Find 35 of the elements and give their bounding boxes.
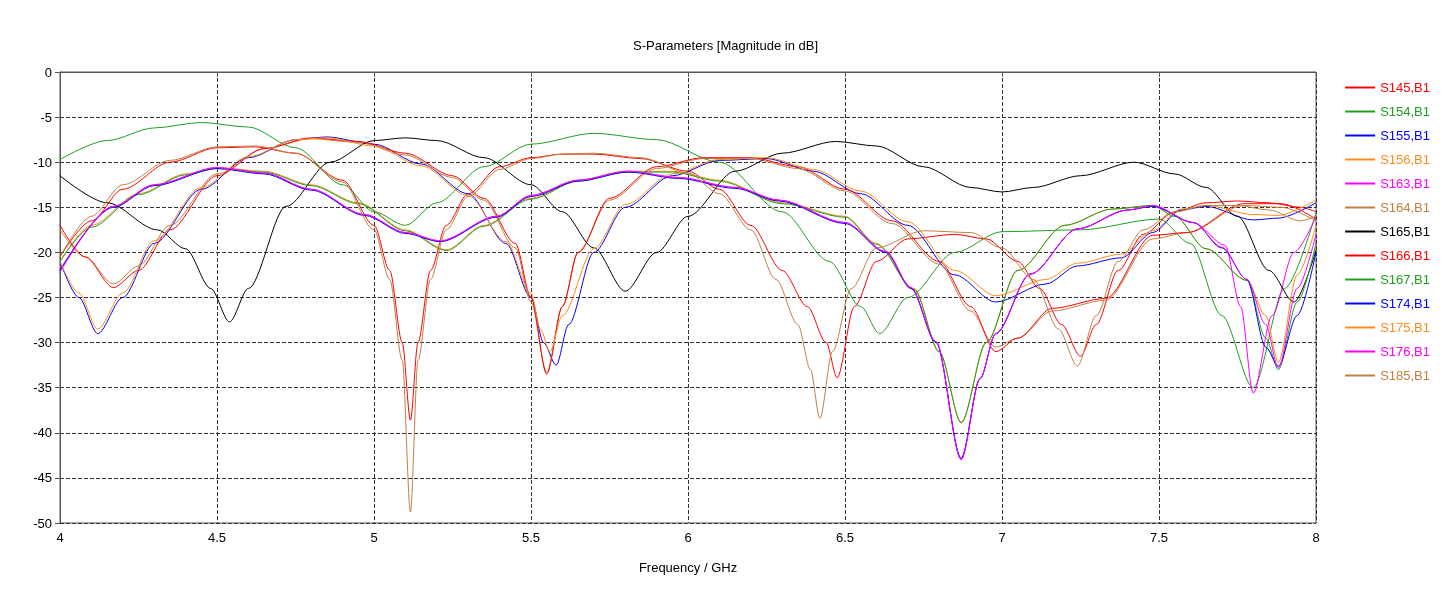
legend-label: S174,B1 — [1380, 296, 1430, 311]
legend-label: S167,B1 — [1380, 272, 1430, 287]
y-tick-label: -10 — [33, 154, 52, 170]
legend-label: S145,B1 — [1380, 80, 1430, 95]
x-tick-label: 7 — [998, 530, 1006, 545]
legend-label: S154,B1 — [1380, 104, 1430, 119]
x-tick-label: 7.5 — [1149, 530, 1169, 545]
legend-label: S176,B1 — [1380, 344, 1430, 359]
y-tick-label: -50 — [33, 515, 52, 531]
legend-label: S166,B1 — [1380, 248, 1430, 263]
x-axis-title: Frequency / GHz — [638, 560, 738, 575]
legend-label: S164,B1 — [1380, 200, 1430, 215]
x-tick-label: 4 — [56, 530, 64, 545]
y-tick-label: -20 — [33, 244, 52, 260]
x-tick-label: 6.5 — [835, 530, 855, 545]
x-tick-label: 4.5 — [207, 530, 227, 545]
x-tick-label: 5.5 — [521, 530, 541, 545]
legend-label: S155,B1 — [1380, 128, 1430, 143]
x-tick-label: 6 — [684, 530, 692, 545]
legend-label: S165,B1 — [1380, 224, 1430, 239]
legend-label: S175,B1 — [1380, 320, 1430, 335]
x-tick-label: 8 — [1312, 530, 1320, 545]
x-tick-label: 5 — [370, 530, 378, 545]
y-tick-label: -15 — [33, 199, 52, 215]
y-tick-label: -35 — [33, 380, 52, 396]
legend-label: S163,B1 — [1380, 176, 1430, 191]
y-tick-label: -40 — [33, 425, 52, 441]
y-tick-label: -30 — [33, 335, 52, 351]
chart-title: S-Parameters [Magnitude in dB] — [633, 38, 818, 53]
y-tick-label: -45 — [33, 470, 52, 486]
legend-label: S185,B1 — [1380, 368, 1430, 383]
legend-label: S156,B1 — [1380, 152, 1430, 167]
y-tick-label: -25 — [33, 290, 52, 305]
y-tick-label: -5 — [40, 109, 52, 125]
y-tick-label: 0 — [44, 64, 52, 80]
